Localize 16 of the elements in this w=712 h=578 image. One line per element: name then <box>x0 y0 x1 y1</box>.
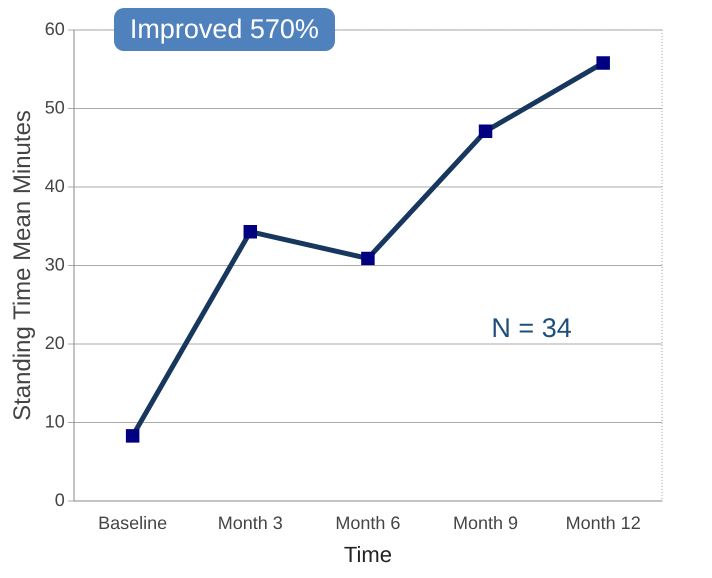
y-axis-title: Standing Time Mean Minutes <box>9 110 36 421</box>
y-tick-label: 10 <box>44 411 65 432</box>
y-tick-label: 0 <box>54 490 65 510</box>
x-tick-label: Month 12 <box>566 512 641 533</box>
x-tick-label: Month 9 <box>453 512 518 533</box>
y-tick-label: 50 <box>44 97 65 118</box>
annotation: Improved 570% <box>114 8 335 51</box>
annotation: N = 34 <box>491 312 572 344</box>
y-tick-label: 30 <box>44 254 65 274</box>
x-tick-label: Month 6 <box>335 512 400 533</box>
x-tick-label: Month 3 <box>218 512 283 533</box>
y-tick-label: 20 <box>44 332 65 353</box>
y-tick-label: 60 <box>44 18 65 39</box>
y-tick-label: 40 <box>44 176 65 196</box>
x-tick-label: Baseline <box>98 512 168 533</box>
x-axis-title: Time <box>344 542 392 567</box>
